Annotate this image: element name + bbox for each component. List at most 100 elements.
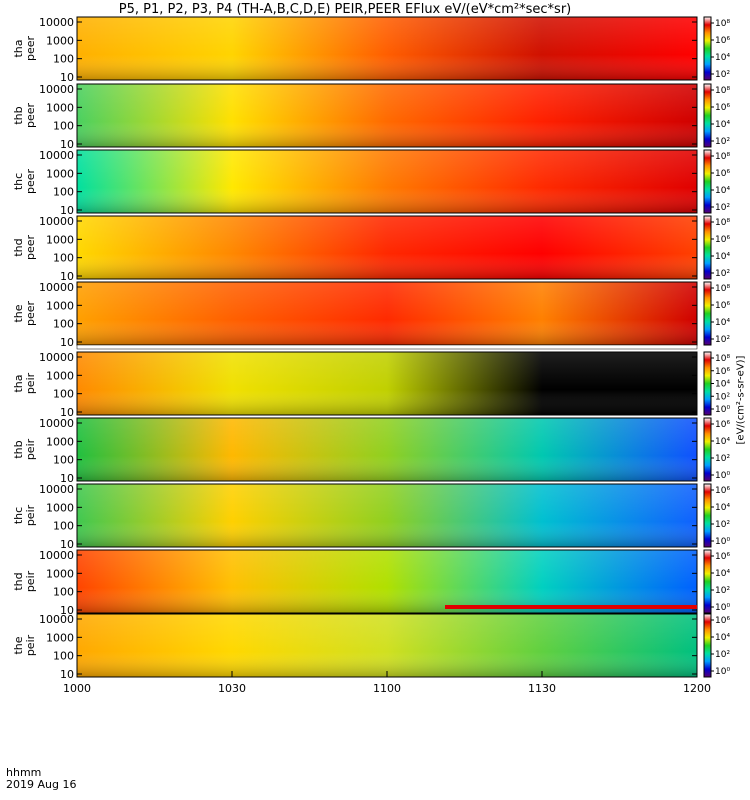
colorbar-tick-label: 10⁶ <box>715 36 730 46</box>
spectrogram-shading <box>77 282 697 345</box>
x-tick-label: 1200 <box>683 682 711 695</box>
panel-name-species: peer <box>24 169 37 195</box>
colorbar-tick-label: 10⁶ <box>715 420 730 430</box>
colorbar-tick-label: 10⁶ <box>715 169 730 179</box>
colorbar-tick-label: 10² <box>715 586 730 596</box>
y-tick-label: 100 <box>53 120 74 133</box>
y-tick-label: 1000 <box>46 501 74 514</box>
colorbar-tick-label: 10² <box>715 137 730 147</box>
panel-name-probe: thc <box>12 173 25 190</box>
colorbar-tick-label: 10⁴ <box>715 318 730 328</box>
colorbar-tick-label: 10⁴ <box>715 120 730 130</box>
y-tick-label: 10000 <box>39 281 74 294</box>
x-axis-label-units: hhmm <box>6 766 42 779</box>
y-tick-label: 100 <box>53 586 74 599</box>
panel-thc-peir: 10 100 1000 10000 thc peir 10⁰ 10² 10⁴ 10⁶ <box>12 483 730 551</box>
y-tick-label: 100 <box>53 318 74 331</box>
y-tick-label: 10 <box>60 538 74 551</box>
panel-frame <box>76 549 698 614</box>
y-tick-label: 10 <box>60 204 74 217</box>
y-tick-label: 10 <box>60 472 74 485</box>
colorbar-tick-label: 10⁶ <box>715 552 730 562</box>
y-tick-label: 10 <box>60 71 74 84</box>
panel-frame <box>76 16 698 81</box>
colorbar-tick-label: 10⁴ <box>715 53 730 63</box>
panel-name-probe: tha <box>12 39 25 57</box>
panel-name-probe: thb <box>12 440 25 458</box>
colorbar-tick-label: 10⁴ <box>715 186 730 196</box>
colorbar-tick-label: 10⁴ <box>715 380 730 390</box>
panel-thb-peir: 10 100 1000 10000 thb peir 10⁰ 10² 10⁴ 10⁶ <box>12 417 730 485</box>
x-tick-label: 1000 <box>63 682 91 695</box>
panel-frame <box>76 215 698 280</box>
colorbar-tick-label: 10⁰ <box>715 537 730 547</box>
colorbar-tick-label: 10⁸ <box>715 354 730 364</box>
y-tick-label: 100 <box>53 650 74 663</box>
y-tick-label: 1000 <box>46 34 74 47</box>
y-tick-label: 1000 <box>46 369 74 382</box>
y-tick-label: 10000 <box>39 483 74 496</box>
colorbar-tick-label: 10² <box>715 335 730 345</box>
colorbar-tick-label: 10⁴ <box>715 503 730 513</box>
panel-name-species: peir <box>24 504 37 526</box>
y-tick-label: 1000 <box>46 435 74 448</box>
colorbar-tick-label: 10⁰ <box>715 603 730 613</box>
panel-frame <box>76 83 698 148</box>
x-axis: 1000 1030 1100 1130 1200 <box>63 671 711 695</box>
y-tick-label: 10000 <box>39 83 74 96</box>
colorbar-tick-label: 10⁸ <box>715 218 730 228</box>
x-tick-label: 1030 <box>218 682 246 695</box>
colorbar-the-peer <box>703 281 712 346</box>
y-tick-label: 10 <box>60 668 74 681</box>
panel-name-species: peer <box>24 235 37 261</box>
y-tick-label: 10 <box>60 336 74 349</box>
y-tick-label: 100 <box>53 454 74 467</box>
colorbar-tick-label: 10⁰ <box>715 667 730 677</box>
colorbar-thc-peer <box>703 149 712 214</box>
panel-thd-peer: 10 100 1000 10000 thd peer 10² 10⁴ 10⁶ 10⁸ <box>12 215 730 283</box>
colorbar-tick-label: 10⁸ <box>715 284 730 294</box>
panel-frame <box>76 351 698 416</box>
colorbar-tick-label: 10² <box>715 70 730 80</box>
y-tick-label: 10000 <box>39 351 74 364</box>
panel-name-probe: thb <box>12 106 25 124</box>
y-tick-label: 10000 <box>39 613 74 626</box>
colorbar-tick-label: 10² <box>715 269 730 279</box>
colorbar-tick-label: 10² <box>715 650 730 660</box>
colorbar-tick-label: 10⁴ <box>715 569 730 579</box>
colorbar-thd-peir <box>703 549 712 614</box>
panel-name-probe: the <box>12 304 25 322</box>
panel-thb-peer: 10 100 1000 10000 thb peer 10² 10⁴ 10⁶ 10⁸ <box>12 83 730 151</box>
colorbar-tick-label: 10⁸ <box>715 152 730 162</box>
y-tick-label: 10000 <box>39 549 74 562</box>
colorbar-tick-label: 10⁴ <box>715 437 730 447</box>
spectrogram-shading <box>77 550 697 613</box>
colorbar-tick-label: 10² <box>715 392 730 402</box>
colorbar-tick-label: 10⁶ <box>715 235 730 245</box>
y-tick-label: 1000 <box>46 101 74 114</box>
y-tick-label: 1000 <box>46 567 74 580</box>
y-tick-label: 10 <box>60 138 74 151</box>
spectrogram-shading <box>77 484 697 547</box>
panel-name-species: peir <box>24 570 37 592</box>
colorbar-thb-peer <box>703 83 712 148</box>
panel-thc-peer: 10 100 1000 10000 thc peer 10² 10⁴ 10⁶ 10⁸ <box>12 149 730 217</box>
colorbar-tick-label: 10² <box>715 203 730 213</box>
spectrogram-shading <box>77 84 697 147</box>
colorbar-tick-label: 10⁸ <box>715 86 730 96</box>
panel-the-peer: 10 100 1000 10000 the peer 10² 10⁴ 10⁶ 10⁸ <box>12 281 730 349</box>
colorbar-tick-label: 10⁰ <box>715 471 730 481</box>
y-tick-label: 100 <box>53 186 74 199</box>
spectrogram-shading <box>77 150 697 213</box>
colorbar-tick-label: 10⁶ <box>715 103 730 113</box>
panel-name-species: peir <box>24 438 37 460</box>
spectrogram-shading <box>77 418 697 481</box>
x-tick-label: 1100 <box>373 682 401 695</box>
colorbar-tick-label: 10⁶ <box>715 616 730 626</box>
spectrogram-shading <box>77 352 697 415</box>
y-tick-label: 1000 <box>46 233 74 246</box>
colorbar-tick-label: 10⁶ <box>715 367 730 377</box>
colorbar-tick-label: 10⁶ <box>715 486 730 496</box>
colorbar-tha-peir <box>703 351 712 416</box>
